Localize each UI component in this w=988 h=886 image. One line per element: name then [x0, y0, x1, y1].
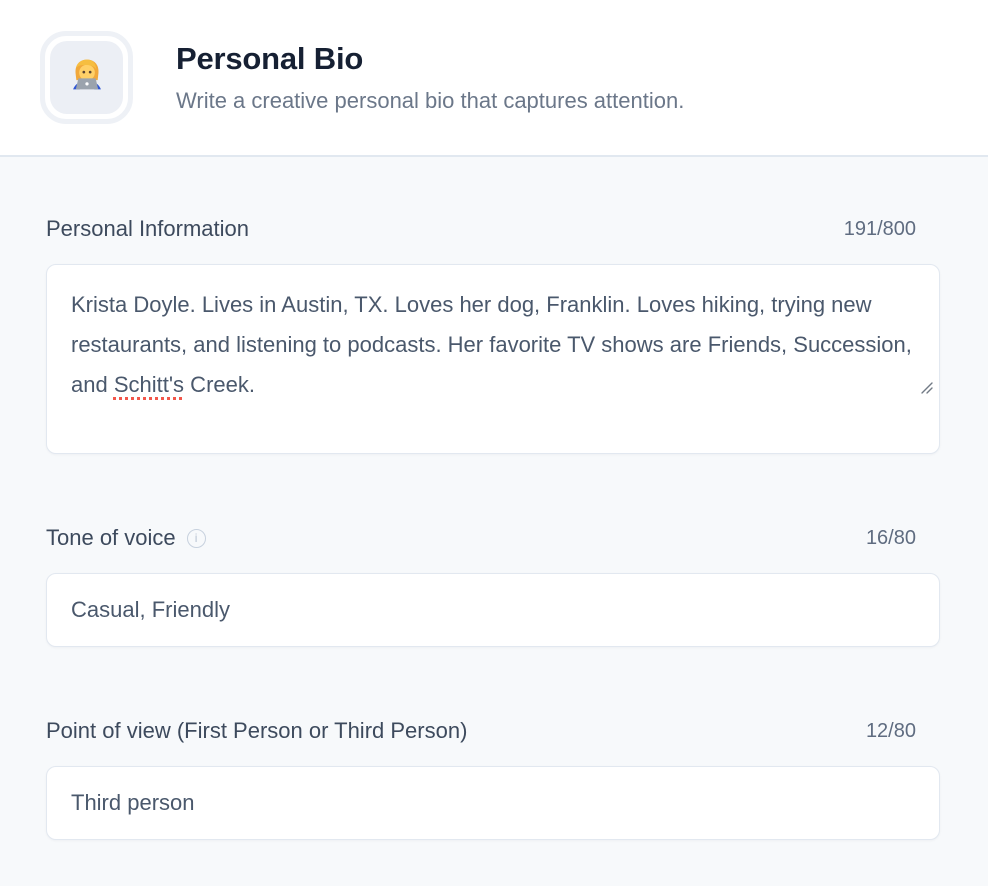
bio-form: Personal Information 191/800 Krista Doyl… — [0, 157, 988, 886]
personal-information-label: Personal Information — [46, 216, 249, 241]
textarea-text-before: Krista Doyle. Lives in Austin, TX. Loves… — [71, 292, 919, 397]
app-header: Personal Bio Write a creative personal b… — [0, 0, 988, 157]
textarea-text-after: Creek. — [184, 372, 255, 397]
resize-handle[interactable] — [871, 327, 933, 447]
woman-technologist-emoji — [64, 52, 110, 103]
personal-information-textarea[interactable]: Krista Doyle. Lives in Austin, TX. Loves… — [46, 264, 940, 454]
tone-of-voice-label-text: Tone of voice — [46, 525, 176, 550]
tone-of-voice-input[interactable] — [46, 573, 940, 647]
page-title: Personal Bio — [176, 41, 364, 77]
misspelled-word: Schitt's — [113, 372, 185, 397]
tone-of-voice-char-counter: 16/80 — [865, 526, 916, 549]
tone-of-voice-label-row: Tone of voice i 16/80 — [46, 524, 940, 552]
app-icon-background — [50, 41, 123, 114]
point-of-view-label-row: Point of view (First Person or Third Per… — [46, 717, 940, 745]
info-icon[interactable]: i — [186, 528, 206, 548]
tone-of-voice-label: Tone of voice i — [46, 524, 206, 552]
personal-information-label-row: Personal Information 191/800 — [46, 215, 940, 243]
header-text: Personal Bio Write a creative personal b… — [176, 39, 684, 115]
point-of-view-char-counter: 12/80 — [865, 719, 916, 742]
point-of-view-label: Point of view (First Person or Third Per… — [46, 718, 468, 743]
point-of-view-input[interactable] — [46, 766, 940, 840]
page-subtitle: Write a creative personal bio that captu… — [176, 88, 685, 114]
personal-information-char-counter: 191/800 — [843, 217, 916, 240]
app-icon — [40, 31, 133, 124]
